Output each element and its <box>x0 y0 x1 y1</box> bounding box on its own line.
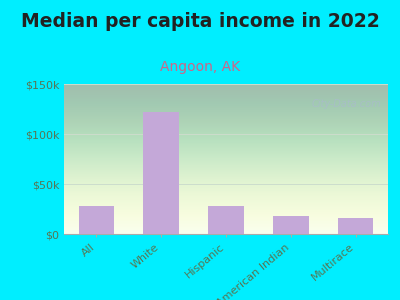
Text: Angoon, AK: Angoon, AK <box>160 60 240 74</box>
Bar <box>78 206 114 234</box>
Text: City-Data.com: City-Data.com <box>312 99 382 109</box>
Bar <box>208 206 244 234</box>
Bar <box>338 218 374 234</box>
Text: Median per capita income in 2022: Median per capita income in 2022 <box>21 12 379 31</box>
Bar <box>143 112 179 234</box>
Bar <box>273 216 309 234</box>
